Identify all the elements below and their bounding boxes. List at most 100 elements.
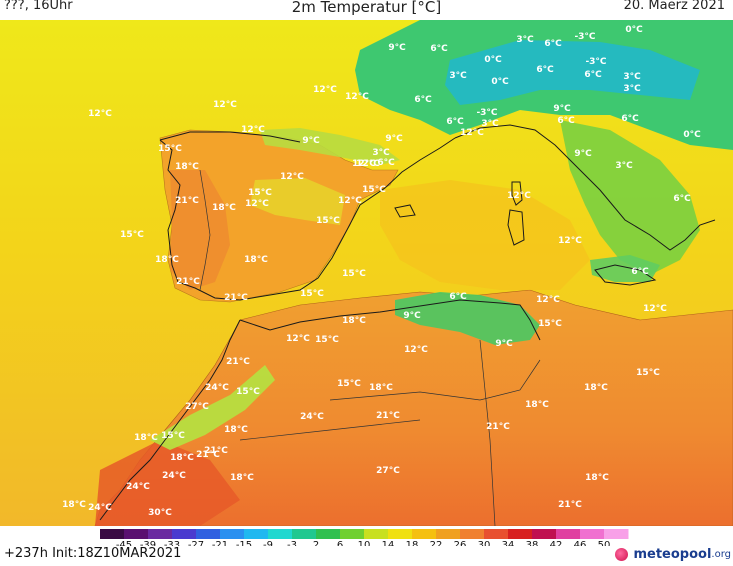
temperature-map: 12°C 12°C 12°C 12°C 12°C 15°C 18°C 12°C 9°C 3°C 6°… [0,20,733,526]
temperature-label: 15°C [300,289,324,299]
temperature-label: -3°C [476,108,497,118]
color-scale-tick: 14 [382,540,395,546]
meteopool-logo[interactable]: meteopool.org [615,544,731,564]
color-band [292,529,317,539]
color-band [220,529,245,539]
temperature-label: 18°C [585,473,609,483]
temperature-label: 21°C [224,293,248,303]
temperature-label: 18°C [369,383,393,393]
run-info: +237h Init:18Z10MAR2021 [4,546,182,561]
temperature-label: 6°C [449,292,467,302]
color-band [172,529,197,539]
temperature-label: 30°C [148,508,172,518]
temperature-label: 12°C [460,128,484,138]
color-band [460,529,485,539]
iberia-west-hot [170,170,230,290]
temperature-label: 9°C [574,149,592,159]
temperature-label: 0°C [491,77,509,87]
temperature-label: 3°C [615,161,633,171]
temperature-label: 9°C [495,339,513,349]
temperature-label: 6°C [544,39,562,49]
temperature-label: 12°C [507,191,531,201]
color-scale-tick: 10 [358,540,371,546]
temperature-label: 15°C [236,387,260,397]
color-scale-tick: -3 [287,540,297,546]
color-band [244,529,269,539]
temperature-label: -3°C [585,57,606,67]
temperature-label: 18°C [134,433,158,443]
temperature-label: 6°C [584,70,602,80]
temperature-label: 24°C [162,471,186,481]
temperature-label: 21°C [196,450,220,460]
temperature-label: 3°C [623,72,641,82]
temperature-label: 18°C [230,473,254,483]
temperature-label: 12°C [404,345,428,355]
temperature-label: 21°C [376,411,400,421]
atlas-cool-band [150,365,275,450]
temperature-label: 24°C [205,383,229,393]
temperature-label: 15°C [342,269,366,279]
forecast-time-label: ???, 16Uhr [4,0,73,13]
temperature-label: 12°C [558,236,582,246]
color-band [100,529,125,539]
temperature-label: 21°C [176,277,200,287]
color-band [580,529,605,539]
temperature-label: 24°C [88,503,112,513]
temperature-label: 12°C [313,85,337,95]
italy-cool-zone [560,120,700,275]
temperature-label: 0°C [484,55,502,65]
temperature-label: 18°C [212,203,236,213]
temperature-label: 18°C [244,255,268,265]
temperature-label: 15°C [337,379,361,389]
color-scale-tick: -21 [212,540,228,546]
color-scale-tick: 2 [313,540,319,546]
color-band [340,529,365,539]
temperature-label: 18°C [224,425,248,435]
color-band [148,529,173,539]
temperature-label: 15°C [636,368,660,378]
temperature-label: 12°C [241,125,265,135]
temperature-labels: 12°C 12°C 12°C 12°C 12°C 15°C 18°C 12°C 9°C 3°C 6°… [62,25,701,518]
temperature-label: 15°C [362,185,386,195]
color-band [316,529,341,539]
color-scale-tick: 34 [502,540,515,546]
brand-name: meteopool [633,547,712,562]
temperature-label: 18°C [155,255,179,265]
tell-atlas-cool [395,292,540,345]
temperature-label: 9°C [302,136,320,146]
alps-deep-cold [445,40,700,105]
temperature-label: 15°C [158,144,182,154]
temperature-label: 18°C [342,316,366,326]
temperature-label: 21°C [558,500,582,510]
temperature-label: 9°C [385,134,403,144]
color-scale-ticks: -45 -39 -33 -27 -21 -15 -9 -3 2 6 10 14 18 22 26 30 34 38… [116,540,611,546]
color-scale-tick: 50 [598,540,611,546]
color-band [388,529,413,539]
temperature-label: 3°C [481,119,499,129]
color-band [196,529,221,539]
map-title: 2m Temperatur [°C] [291,0,442,16]
temperature-label: 12°C [356,159,380,169]
temperature-label: 9°C [388,43,406,53]
temperature-label: 3°C [623,84,641,94]
temperature-label: 12°C [536,295,560,305]
temperature-label: 6°C [673,194,691,204]
brand-tld: .org [711,549,731,560]
temperature-label: 6°C [414,95,432,105]
temperature-label: 24°C [300,412,324,422]
temperature-label: 12°C [286,334,310,344]
temperature-label: 15°C [248,188,272,198]
color-band [604,529,629,539]
borders [199,169,541,526]
color-band [412,529,437,539]
color-band [364,529,389,539]
forecast-date: 20. Maerz 2021 [623,0,725,13]
color-scale-tick: -27 [188,540,204,546]
temperature-label: 21°C [486,422,510,432]
temperature-label: 12°C [643,304,667,314]
color-scale-tick: 30 [478,540,491,546]
temperature-label: 6°C [557,116,575,126]
temperature-label: 18°C [170,453,194,463]
temperature-label: -3°C [574,32,595,42]
color-scale-tick: -45 [116,540,132,546]
